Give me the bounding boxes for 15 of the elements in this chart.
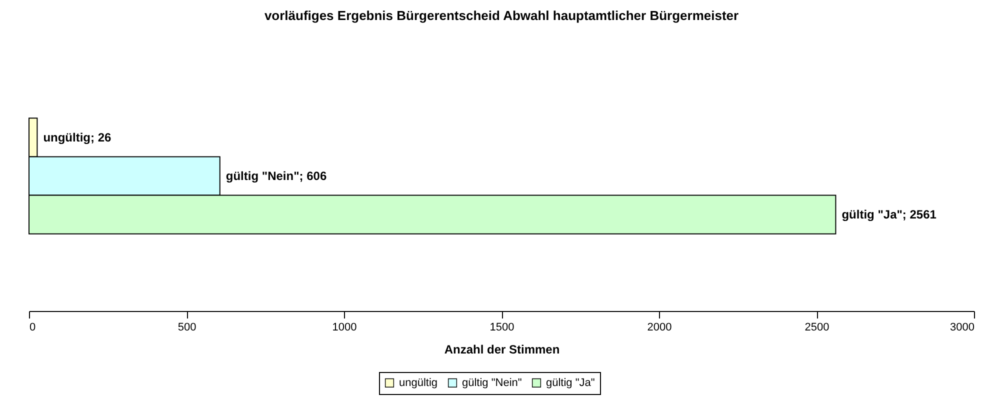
x-tick-label: 1500 [490, 322, 514, 334]
x-tick-label: 500 [178, 322, 196, 334]
legend-label: gültig "Nein" [462, 376, 522, 389]
x-tick-label: 3000 [950, 322, 974, 334]
data-label: ungültig; 26 [43, 130, 112, 144]
legend-label: ungültig [399, 376, 438, 389]
chart-title: vorläufiges Ergebnis Bürgerentscheid Abwahl hauptamtlicher Bürgermeister [264, 8, 739, 23]
x-axis-title: Anzahl der Stimmen [444, 342, 560, 356]
x-tick-label: 1000 [332, 322, 357, 334]
data-label: gültig "Ja"; 2561 [842, 208, 937, 222]
x-tick-label: 2500 [804, 322, 830, 334]
legend-label: gültig "Ja" [546, 376, 595, 389]
x-tick-label: 2000 [647, 322, 672, 334]
data-label: gültig "Nein"; 606 [226, 169, 327, 183]
x-tick-label: 0 [30, 322, 36, 334]
